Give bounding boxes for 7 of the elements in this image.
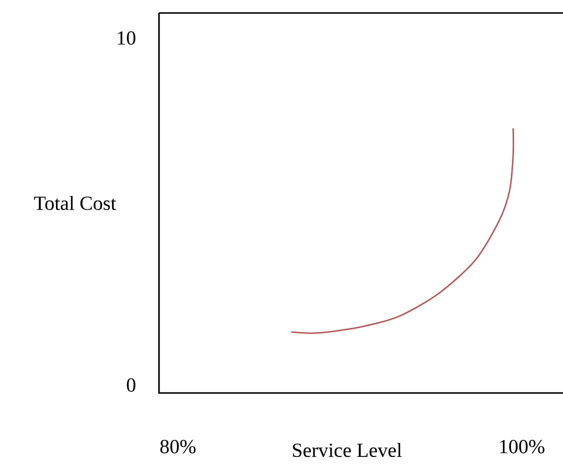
x-tick-label: 80% [160,440,196,454]
line-series [290,128,514,334]
y-tick-label: 10 [118,31,136,45]
x-tick-label: 100% [500,440,544,454]
y-tick-label: 0 [126,378,136,392]
x-axis-title: Service Level [292,442,402,458]
y-axis-title: Total Cost [34,196,116,210]
